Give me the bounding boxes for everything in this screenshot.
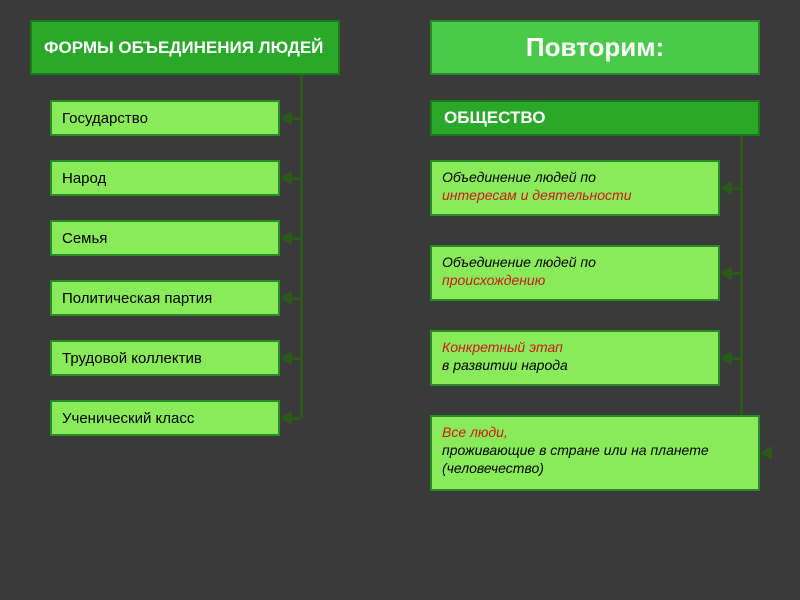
right-item-line2-3: проживающие в стране или на планете (чел… — [442, 441, 748, 477]
left-connector-line — [300, 75, 303, 418]
right-connector-h-0 — [732, 187, 743, 190]
left-connector-h-0 — [292, 117, 300, 120]
right-item-line1-2: Конкретный этап — [442, 338, 708, 356]
right-arrow-1 — [720, 266, 732, 280]
left-item-0: Государство — [50, 100, 280, 136]
left-arrow-3 — [280, 291, 292, 305]
left-connector-h-3 — [292, 297, 300, 300]
right-item-0: Объединение людей поинтересам и деятельн… — [430, 160, 720, 216]
title-box: Повторим: — [430, 20, 760, 75]
left-header: ФОРМЫ ОБЪЕДИНЕНИЯ ЛЮДЕЙ — [30, 20, 340, 75]
left-arrow-2 — [280, 231, 292, 245]
left-arrow-4 — [280, 351, 292, 365]
right-connector-line — [740, 136, 743, 453]
right-arrow-3 — [760, 446, 772, 460]
right-arrow-2 — [720, 351, 732, 365]
right-item-3: Все люди,проживающие в стране или на пла… — [430, 415, 760, 491]
right-item-line1-3: Все люди, — [442, 423, 748, 441]
right-item-line2-0: интересам и деятельности — [442, 186, 708, 204]
right-header: ОБЩЕСТВО — [430, 100, 760, 136]
right-connector-h-2 — [732, 357, 743, 360]
left-connector-h-5 — [292, 417, 300, 420]
left-arrow-1 — [280, 171, 292, 185]
right-item-2: Конкретный этапв развитии народа — [430, 330, 720, 386]
left-item-1: Народ — [50, 160, 280, 196]
left-item-3: Политическая партия — [50, 280, 280, 316]
left-connector-h-4 — [292, 357, 300, 360]
left-connector-h-1 — [292, 177, 300, 180]
right-item-line2-2: в развитии народа — [442, 356, 708, 374]
right-arrow-0 — [720, 181, 732, 195]
right-item-1: Объединение людей попроисхождению — [430, 245, 720, 301]
left-arrow-5 — [280, 411, 292, 425]
left-arrow-0 — [280, 111, 292, 125]
left-connector-h-2 — [292, 237, 300, 240]
right-item-line1-0: Объединение людей по — [442, 168, 708, 186]
right-connector-h-1 — [732, 272, 743, 275]
left-item-2: Семья — [50, 220, 280, 256]
left-item-4: Трудовой коллектив — [50, 340, 280, 376]
right-item-line2-1: происхождению — [442, 271, 708, 289]
right-item-line1-1: Объединение людей по — [442, 253, 708, 271]
left-item-5: Ученический класс — [50, 400, 280, 436]
